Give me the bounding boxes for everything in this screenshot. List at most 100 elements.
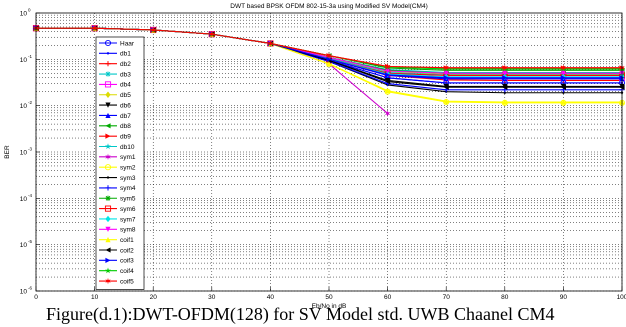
legend-marker xyxy=(104,81,112,88)
data-point-sym3 xyxy=(562,91,565,94)
legend-label: Haar xyxy=(120,40,135,47)
legend-label: coif5 xyxy=(120,278,134,285)
legend-label: sym2 xyxy=(120,165,136,172)
legend-label: db7 xyxy=(120,113,131,120)
data-point-coif5 xyxy=(326,52,332,59)
data-point-coif3 xyxy=(385,72,391,78)
axis-ticks: 0 10 20 30 40 50 60 70 80 90 10010-610-510-410-310… xyxy=(20,8,626,302)
x-tick-label: 40 xyxy=(267,294,275,301)
legend-marker xyxy=(104,143,112,150)
legend-entry: sym6 xyxy=(99,205,136,213)
legend-label: db10 xyxy=(120,144,135,151)
legend-label: db5 xyxy=(120,92,131,99)
data-point-coif1 xyxy=(560,99,566,105)
data-point-coif5 xyxy=(443,64,449,71)
legend-marker xyxy=(104,267,112,274)
y-tick-exponent: -2 xyxy=(28,100,32,105)
legend-label: db9 xyxy=(120,133,131,140)
legend-marker xyxy=(105,247,111,253)
data-point-coif5 xyxy=(560,64,567,71)
legend-entry: db3 xyxy=(99,71,131,78)
y-tick-label: 10 xyxy=(20,196,28,203)
legend-label: sym7 xyxy=(120,216,136,223)
data-point-coif5 xyxy=(209,30,215,38)
legend-label: db2 xyxy=(120,61,131,68)
legend-marker xyxy=(105,71,111,77)
legend-entry: sym5 xyxy=(99,196,136,203)
x-tick-label: 100 xyxy=(617,294,626,301)
y-tick-exponent: -3 xyxy=(28,147,32,152)
legend-entry: db2 xyxy=(99,61,131,68)
chart-title: DWT based BPSK OFDM 802-15-3a using Modi… xyxy=(230,3,428,10)
legend-entry: sym4 xyxy=(99,185,136,192)
legend-label: sym1 xyxy=(120,154,136,161)
legend-entry: coif2 xyxy=(99,247,134,254)
x-axis-label: Eb/No in dB xyxy=(312,303,347,310)
y-tick-label: 10 xyxy=(20,11,28,18)
legend-entry: db4 xyxy=(99,81,131,89)
y-tick-exponent: -1 xyxy=(28,54,32,59)
data-point-coif3 xyxy=(560,75,566,81)
y-tick-label: 10 xyxy=(20,57,28,64)
figure-caption: Figure(d.1):DWT-OFDM(128) for SV Model s… xyxy=(46,304,555,324)
x-tick-label: 10 xyxy=(91,294,99,301)
x-tick-label: 50 xyxy=(325,294,333,301)
x-tick-label: 20 xyxy=(150,294,158,301)
data-point-sym1 xyxy=(384,110,391,117)
legend-marker xyxy=(105,257,111,263)
y-tick-label: 10 xyxy=(20,242,28,249)
legend-marker xyxy=(105,112,111,119)
data-point-coif2 xyxy=(385,79,391,85)
data-point-sym8 xyxy=(385,68,391,74)
x-tick-label: 30 xyxy=(208,294,216,301)
y-tick-exponent: -6 xyxy=(28,286,32,291)
legend-marker xyxy=(105,215,111,223)
legend-marker xyxy=(104,39,112,47)
data-point-coif5 xyxy=(150,26,156,34)
legend-entry: sym8 xyxy=(99,227,136,234)
data-point-coif2 xyxy=(560,84,566,90)
data-point-sym8 xyxy=(560,70,566,76)
data-point-sym8 xyxy=(443,70,449,76)
data-point-sym3 xyxy=(503,91,506,94)
legend-entry: sym7 xyxy=(99,215,136,223)
legend-entry: Haar xyxy=(99,39,135,47)
legend-marker xyxy=(105,185,111,191)
legend-entry: sym3 xyxy=(99,175,136,182)
y-tick-exponent: -5 xyxy=(28,239,32,244)
data-point-db1 xyxy=(445,81,448,85)
y-tick-exponent: 0 xyxy=(28,8,31,13)
y-tick-exponent: -4 xyxy=(28,193,32,198)
legend-label: db3 xyxy=(120,71,131,78)
legend-entry: coif1 xyxy=(99,237,134,244)
legend-label: sym5 xyxy=(120,196,136,203)
y-axis-label: BER xyxy=(4,145,11,159)
legend-label: coif4 xyxy=(120,268,134,275)
legend-entry: db5 xyxy=(99,91,131,99)
legend-marker xyxy=(105,226,111,232)
y-tick-label: 10 xyxy=(20,289,28,296)
legend-marker xyxy=(105,195,111,201)
legend: Haar db1 db2 db3 db4 db5 db6 db7 db8 db9 db10 sym1 s… xyxy=(95,36,145,290)
legend-label: db1 xyxy=(120,51,131,58)
legend-entry: db1 xyxy=(99,51,131,58)
legend-label: db8 xyxy=(120,123,131,130)
legend-marker xyxy=(105,91,111,98)
series-coif5 xyxy=(33,24,625,71)
x-tick-label: 60 xyxy=(384,294,392,301)
legend-label: sym3 xyxy=(120,175,136,182)
legend-entry: coif5 xyxy=(99,277,134,285)
legend-marker xyxy=(105,237,111,243)
data-point-sym8 xyxy=(502,70,508,76)
legend-marker xyxy=(104,164,112,171)
legend-marker xyxy=(105,277,111,285)
data-point-coif5 xyxy=(267,40,274,47)
legend-entry: sym1 xyxy=(99,153,136,161)
legend-entry: db8 xyxy=(99,123,131,130)
data-point-coif5 xyxy=(384,63,391,70)
legend-entry: coif3 xyxy=(99,258,134,265)
legend-entry: db9 xyxy=(99,133,131,140)
legend-label: coif1 xyxy=(120,237,134,244)
legend-label: db4 xyxy=(120,82,131,89)
data-point-coif1 xyxy=(443,98,449,104)
